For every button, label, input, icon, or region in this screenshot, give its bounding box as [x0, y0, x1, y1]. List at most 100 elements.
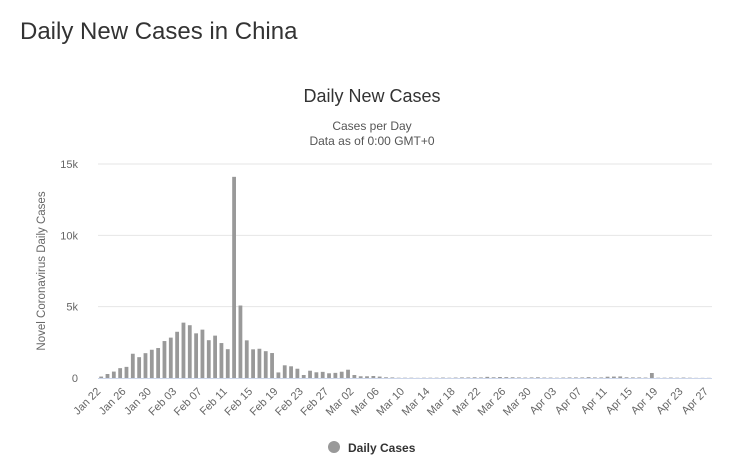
bar[interactable]	[333, 372, 338, 378]
bar[interactable]	[244, 340, 249, 378]
bar[interactable]	[137, 357, 142, 378]
bar[interactable]	[308, 370, 312, 378]
y-axis-ticks: 0 5k 10k 15k	[60, 159, 78, 385]
bar[interactable]	[263, 351, 268, 378]
bar[interactable]	[618, 376, 623, 378]
bar[interactable]	[118, 368, 123, 378]
y-tick-label: 5k	[66, 302, 78, 314]
bar[interactable]	[491, 377, 496, 378]
bar[interactable]	[111, 371, 116, 378]
y-tick-label: 15k	[60, 159, 78, 171]
bar[interactable]	[485, 376, 490, 378]
bar[interactable]	[175, 331, 180, 378]
bar[interactable]	[346, 369, 350, 378]
bar[interactable]	[187, 325, 192, 378]
bar[interactable]	[611, 376, 616, 378]
bar[interactable]	[181, 322, 186, 378]
bar[interactable]	[377, 376, 382, 378]
bars	[99, 176, 711, 378]
bar[interactable]	[352, 375, 357, 378]
bar[interactable]	[168, 337, 173, 378]
bar[interactable]	[105, 374, 110, 378]
bar[interactable]	[498, 377, 502, 378]
bar[interactable]	[365, 376, 369, 378]
x-tick-label: Mar 30	[501, 386, 534, 419]
bar[interactable]	[536, 377, 540, 378]
bar[interactable]	[270, 353, 274, 378]
bar[interactable]	[327, 373, 331, 378]
x-tick-label: Apr 15	[604, 386, 635, 417]
x-tick-label: Apr 11	[579, 386, 610, 417]
bar[interactable]	[314, 372, 319, 378]
bar[interactable]	[257, 348, 262, 378]
legend-swatch-daily-cases[interactable]	[328, 441, 340, 453]
bar[interactable]	[251, 349, 255, 378]
legend[interactable]: Daily Cases	[328, 441, 416, 455]
bar[interactable]	[472, 377, 477, 378]
bar[interactable]	[504, 377, 509, 378]
bar[interactable]	[276, 372, 281, 378]
bar[interactable]	[624, 377, 629, 378]
bar[interactable]	[479, 377, 483, 378]
chart-title: Daily New Cases	[303, 86, 440, 106]
bar[interactable]	[649, 373, 654, 378]
bar[interactable]	[149, 349, 154, 378]
bar[interactable]	[130, 353, 135, 378]
x-tick-label: Apr 03	[528, 386, 559, 417]
bar[interactable]	[460, 377, 464, 378]
bar[interactable]	[510, 377, 515, 378]
y-tick-label: 0	[72, 373, 78, 385]
gridlines	[98, 163, 712, 308]
bar[interactable]	[320, 371, 325, 378]
bar[interactable]	[295, 368, 300, 378]
bar[interactable]	[143, 353, 148, 378]
bar[interactable]	[630, 377, 635, 378]
bar[interactable]	[238, 305, 243, 378]
bar[interactable]	[371, 376, 376, 378]
bar[interactable]	[466, 377, 471, 378]
x-tick-label: Feb 07	[172, 386, 205, 419]
chart-subtitle-line-2: Data as of 0:00 GMT+0	[309, 134, 434, 148]
bar[interactable]	[599, 377, 604, 378]
bar[interactable]	[156, 348, 161, 378]
bar[interactable]	[99, 376, 104, 378]
bar[interactable]	[162, 341, 167, 378]
x-tick-label: Jan 22	[71, 386, 103, 418]
bar[interactable]	[301, 375, 306, 378]
bar[interactable]	[232, 176, 236, 378]
bar[interactable]	[339, 371, 344, 378]
bar[interactable]	[567, 377, 572, 378]
bar[interactable]	[586, 377, 591, 378]
bar[interactable]	[358, 376, 363, 378]
bar[interactable]	[124, 366, 129, 378]
y-axis-label: Novel Coronavirus Daily Cases	[36, 191, 48, 350]
bar[interactable]	[282, 365, 287, 378]
bar[interactable]	[580, 377, 585, 378]
page-title: Daily New Cases in China	[20, 18, 298, 45]
x-tick-label: Apr 07	[553, 386, 584, 417]
bar[interactable]	[574, 377, 578, 378]
x-tick-label: Apr 23	[654, 386, 685, 417]
bar[interactable]	[637, 377, 642, 378]
bar[interactable]	[225, 349, 230, 378]
bar[interactable]	[289, 366, 293, 378]
chart-subtitle-line-1: Cases per Day	[332, 119, 411, 133]
x-tick-label: Apr 19	[629, 386, 660, 417]
bar[interactable]	[529, 377, 534, 378]
bar[interactable]	[200, 329, 205, 378]
bar[interactable]	[605, 376, 610, 378]
bar[interactable]	[592, 377, 597, 378]
bar[interactable]	[219, 343, 224, 378]
bar[interactable]	[213, 335, 218, 378]
bar[interactable]	[194, 333, 199, 378]
y-tick-label: 10k	[60, 230, 78, 242]
x-tick-label: Apr 27	[680, 386, 711, 417]
bar[interactable]	[206, 340, 211, 378]
legend-label-daily-cases[interactable]: Daily Cases	[348, 441, 416, 455]
bar[interactable]	[517, 377, 521, 378]
bar[interactable]	[384, 377, 388, 378]
x-tick-label: Jan 26	[97, 386, 129, 418]
bar[interactable]	[390, 377, 395, 378]
